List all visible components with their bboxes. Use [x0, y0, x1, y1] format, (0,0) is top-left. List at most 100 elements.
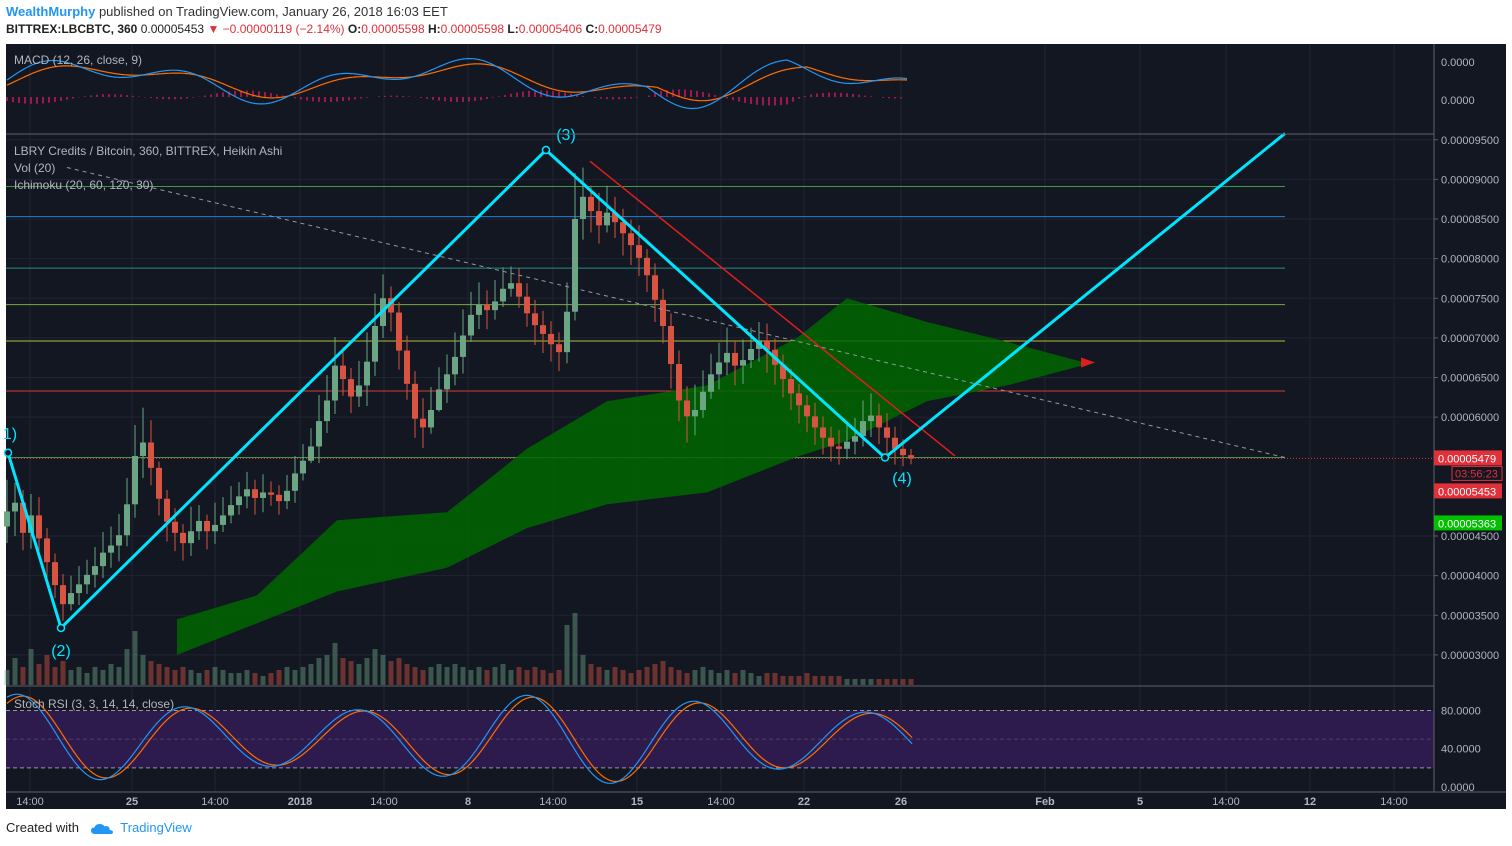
low-value: 0.00005406: [518, 22, 583, 36]
candle-body: [564, 311, 570, 353]
volume-bar: [900, 679, 906, 685]
candle-body: [108, 545, 114, 553]
wave-point: [541, 145, 551, 155]
green-level-box: [1434, 515, 1502, 531]
cloud-area: [177, 298, 1082, 655]
volume-bar: [356, 664, 362, 685]
volume-bar: [476, 667, 482, 685]
price-axis[interactable]: 0.00009500 0.00009000 0.00008500 0.00008000…: [1434, 57, 1503, 794]
open-label: O:: [347, 22, 362, 36]
volume-bar: [124, 649, 130, 685]
open-value: 0.00005598: [361, 22, 425, 36]
countdown-box: [1451, 465, 1503, 481]
close-label: C:: [585, 22, 599, 36]
stoch-rsi-pane: [6, 693, 1434, 784]
candle-body: [444, 374, 450, 390]
candle-body: [356, 385, 362, 397]
volume-bar: [548, 673, 554, 685]
close-price-label: 0.00005453: [1438, 486, 1496, 498]
volume-bar: [420, 670, 426, 685]
price-tick-label: 0.00007000: [1441, 333, 1499, 345]
volume-bar: [492, 667, 498, 685]
volume-bar: [52, 667, 58, 685]
volume-bar: [772, 673, 778, 685]
time-tick-label: 15: [631, 796, 643, 808]
candle-body: [428, 410, 434, 428]
candle-body: [500, 288, 506, 302]
volume-bar: [308, 664, 314, 685]
volume-bar: [132, 631, 138, 685]
volume-bar: [564, 625, 570, 685]
stoch-tick-label: 40.0000: [1441, 744, 1481, 756]
candle-body: [116, 535, 122, 546]
candle-body: [700, 391, 706, 410]
volume-bar: [316, 658, 322, 685]
candle-body: [436, 389, 442, 410]
volume-bar: [188, 670, 194, 685]
volume-bar: [28, 649, 34, 685]
volume-bar: [828, 676, 834, 685]
volume-bar: [684, 673, 690, 685]
volume-bar: [764, 673, 770, 685]
time-tick-label: 14:00: [1212, 796, 1240, 808]
candle-body: [644, 257, 650, 276]
volume-bar: [324, 655, 330, 685]
candle-body: [404, 350, 410, 384]
volume-bar: [756, 676, 762, 685]
candle-body: [820, 427, 826, 438]
time-axis[interactable]: 14:00 25 14:00 2018 14:00 8 14:00 15 14:00 22 26 Fe…: [16, 796, 1408, 808]
tradingview-link[interactable]: TradingView: [120, 820, 192, 835]
candle-body: [852, 436, 858, 442]
candle-body: [540, 325, 546, 334]
candle-body: [804, 405, 810, 417]
candle-body: [156, 467, 162, 499]
countdown-label: 03:56:23: [1455, 468, 1498, 480]
close-price-box: [1434, 483, 1502, 499]
candle-body: [740, 360, 746, 366]
high-value: 0.00005598: [440, 22, 505, 36]
candle-body: [572, 219, 578, 312]
volume-bar: [180, 667, 186, 685]
candle-body: [532, 313, 538, 326]
candle-body: [476, 304, 482, 315]
volume-bar: [76, 667, 82, 685]
wave-label: (2): [51, 643, 71, 660]
price-tick-label: 0.00008500: [1441, 214, 1499, 226]
candle-body: [836, 446, 842, 449]
candle-body: [44, 538, 50, 563]
volume-bar: [252, 673, 258, 685]
volume-bar: [852, 679, 858, 685]
wave-point: [3, 448, 13, 458]
candle-body: [204, 520, 210, 532]
volume-bar: [820, 676, 826, 685]
candle-body: [228, 505, 234, 516]
macd-line: [6, 58, 908, 110]
candle-body: [124, 504, 130, 536]
candle-body: [340, 365, 346, 380]
price-tick-label: 0.00006500: [1441, 373, 1499, 385]
last-price-label: 0.00005479: [1438, 453, 1496, 465]
price-tick-label: 0.00007500: [1441, 293, 1499, 305]
candles: [4, 167, 914, 621]
candle-body: [780, 364, 786, 380]
macd-tick-label: 0.0000: [1441, 95, 1475, 107]
volume-bar: [484, 670, 490, 685]
candle-body: [100, 552, 106, 567]
price-title: LBRY Credits / Bitcoin, 360, BITTREX, He…: [14, 144, 282, 158]
volume-bar: [540, 670, 546, 685]
volume-bar: [388, 661, 394, 685]
chart-canvas[interactable]: 1)(2)(3)(4) 0.000095000.000090000.000085…: [0, 40, 1512, 810]
ichimoku-title: Ichimoku (20, 60, 120, 30): [14, 178, 153, 192]
time-tick-label: 14:00: [707, 796, 735, 808]
candle-body: [828, 437, 834, 447]
candle-body: [692, 410, 698, 417]
volume-bar: [636, 670, 642, 685]
volume-bar: [404, 664, 410, 685]
author-link[interactable]: WealthMurphy: [6, 4, 96, 19]
dashed-trendline: [66, 167, 1286, 459]
candle-body: [524, 296, 530, 314]
candle-body: [604, 212, 610, 226]
candle-body: [300, 460, 306, 474]
price-tick-label: 0.00008000: [1441, 254, 1499, 266]
volume-bar: [724, 670, 730, 685]
